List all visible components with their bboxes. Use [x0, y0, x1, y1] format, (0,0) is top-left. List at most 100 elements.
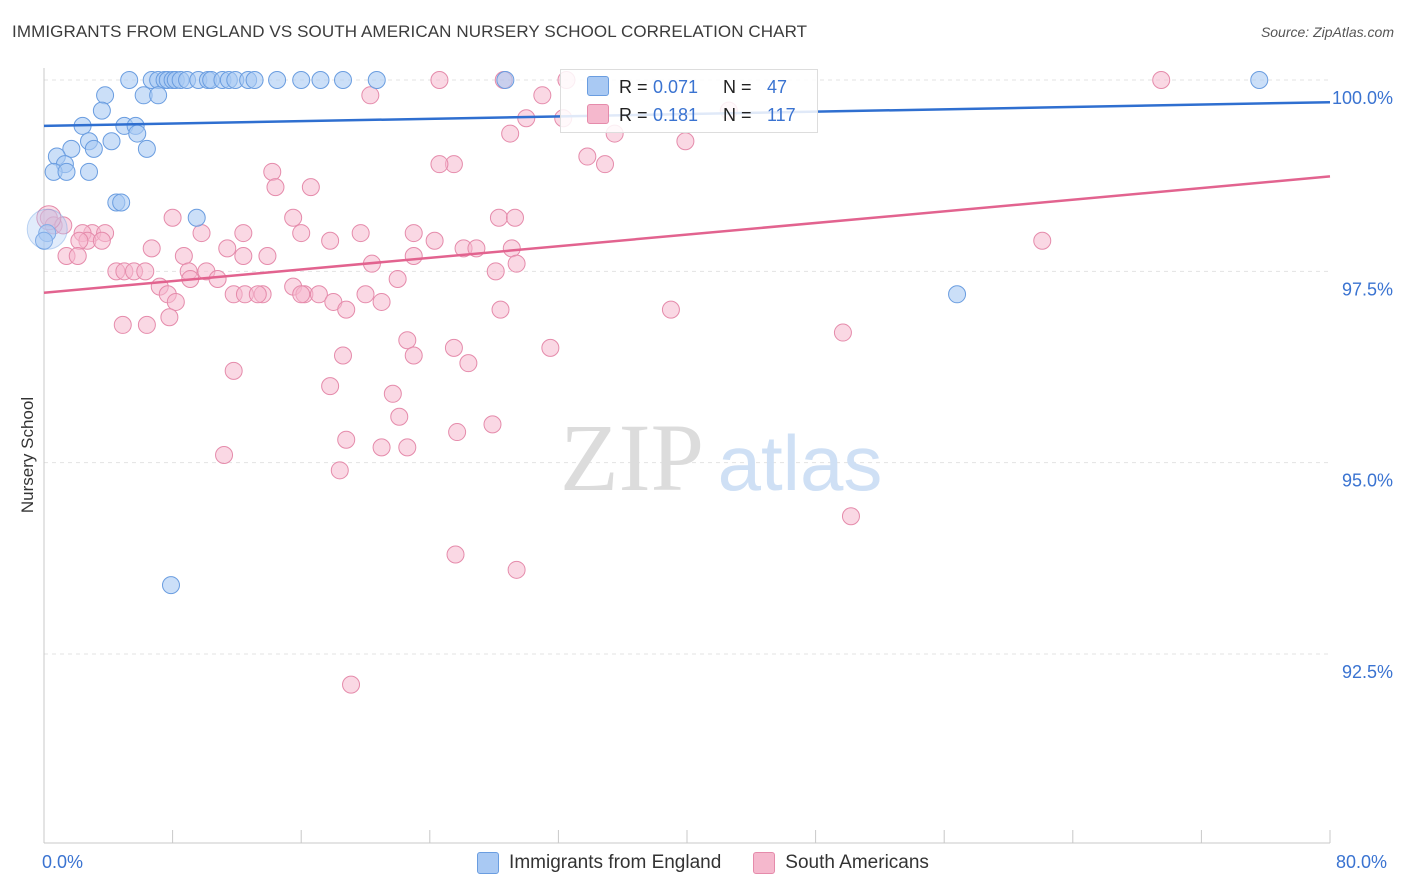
data-point-south-americans [430, 71, 449, 89]
data-point-south-americans [833, 323, 852, 342]
legend-n-label: N = [723, 104, 752, 125]
data-point-south-americans [578, 147, 597, 166]
data-point-south-americans [448, 423, 467, 442]
data-point-england [128, 124, 147, 143]
data-point-south-americans [113, 315, 132, 334]
data-point-south-americans [92, 231, 111, 250]
data-point-south-americans [215, 446, 234, 465]
south-americans-points [36, 71, 1171, 694]
data-point-england [35, 231, 53, 250]
data-point-south-americans [507, 560, 526, 579]
legend-swatch [477, 852, 500, 874]
legend-item-england[interactable]: Immigrants from England [477, 852, 721, 874]
watermark: ZIP atlas [560, 404, 882, 511]
stats-legend: R = 0.071 N = 47 R = 0.181 N = 117 [560, 69, 818, 133]
source-label: Source: ZipAtlas.com [1260, 24, 1394, 40]
legend-swatch [753, 852, 776, 874]
data-point-south-americans [292, 285, 311, 304]
data-point-south-americans [444, 338, 463, 357]
data-point-england [496, 71, 515, 89]
trend-line-south-americans [43, 175, 1331, 295]
data-point-south-americans [208, 269, 227, 288]
data-point-south-americans [505, 208, 524, 227]
data-point-south-americans [258, 247, 277, 266]
data-point-south-americans [284, 208, 303, 227]
data-point-south-americans [160, 308, 179, 327]
data-point-south-americans [266, 178, 285, 197]
y-tick-label: 97.5% [1342, 279, 1393, 299]
x-tick-max: 80.0% [1336, 852, 1388, 872]
data-point-south-americans [404, 224, 423, 243]
data-point-south-americans [507, 254, 526, 273]
x-tick-min: 0.0% [42, 852, 84, 872]
data-point-south-americans [502, 239, 521, 258]
data-point-south-americans [483, 415, 502, 434]
data-point-england [80, 162, 99, 181]
data-point-south-americans [292, 224, 311, 243]
data-point-england [268, 71, 287, 89]
legend-r-value: 0.181 [653, 104, 699, 125]
legend-r-label: R = [619, 104, 648, 125]
data-point-south-americans [321, 377, 340, 396]
legend-row-south-americans: R = 0.181 N = 117 [619, 102, 796, 128]
y-tick-label: 95.0% [1342, 471, 1393, 491]
data-point-south-americans [70, 231, 89, 250]
data-point-south-americans [136, 262, 155, 281]
data-point-south-americans [333, 346, 352, 365]
data-point-england [137, 139, 156, 158]
data-point-south-americans [1152, 71, 1171, 89]
data-point-south-americans [372, 292, 391, 311]
data-point-south-americans [166, 292, 185, 311]
data-point-england [311, 71, 330, 89]
data-point-england [57, 162, 76, 181]
data-point-south-americans [398, 331, 417, 350]
data-point-south-americans [398, 438, 417, 457]
data-point-south-americans [388, 269, 407, 288]
legend-row-england: R = 0.071 N = 47 [619, 74, 787, 100]
data-point-south-americans [321, 231, 340, 250]
data-point-england [1250, 71, 1269, 89]
data-point-south-americans [372, 438, 391, 457]
data-point-south-americans [486, 262, 505, 281]
data-point-south-americans [1033, 231, 1052, 250]
data-point-south-americans [337, 430, 356, 449]
series-legend: Immigrants from England South Americans [0, 852, 1406, 874]
data-point-south-americans [676, 132, 695, 151]
data-point-south-americans [263, 162, 282, 181]
data-point-england [948, 285, 967, 304]
data-point-south-americans [489, 208, 508, 227]
data-point-england [112, 193, 131, 212]
legend-item-label: South Americans [785, 852, 929, 873]
data-point-south-americans [248, 285, 267, 304]
data-point-england [26, 208, 68, 250]
data-point-south-americans [446, 545, 465, 564]
data-point-south-americans [841, 507, 860, 526]
data-point-england [245, 71, 264, 89]
legend-r-value: 0.071 [653, 76, 699, 97]
data-point-england [120, 71, 139, 89]
data-point-south-americans [309, 285, 328, 304]
data-point-south-americans [234, 247, 253, 266]
data-point-england [292, 71, 311, 89]
data-point-south-americans [383, 384, 402, 403]
data-point-england [92, 101, 111, 120]
data-point-south-americans [234, 224, 253, 243]
data-point-south-americans [54, 216, 73, 235]
legend-n-label: N = [723, 76, 752, 97]
data-point-south-americans [163, 208, 182, 227]
data-point-south-americans [501, 124, 520, 143]
data-point-south-americans [68, 247, 87, 266]
data-point-south-americans [430, 155, 449, 174]
data-point-england [84, 139, 103, 158]
data-point-south-americans [661, 300, 680, 319]
england-points [26, 71, 1269, 595]
data-point-south-americans [342, 675, 361, 694]
data-point-south-americans [337, 300, 356, 319]
watermark-atlas: atlas [718, 419, 883, 507]
data-point-south-americans [137, 315, 156, 334]
y-tick-labels: 100.0% 97.5% 95.0% 92.5% [1332, 88, 1393, 682]
legend-item-south-americans[interactable]: South Americans [753, 852, 929, 874]
data-point-england [367, 71, 386, 89]
data-point-england [102, 132, 121, 151]
data-point-south-americans [218, 239, 237, 258]
